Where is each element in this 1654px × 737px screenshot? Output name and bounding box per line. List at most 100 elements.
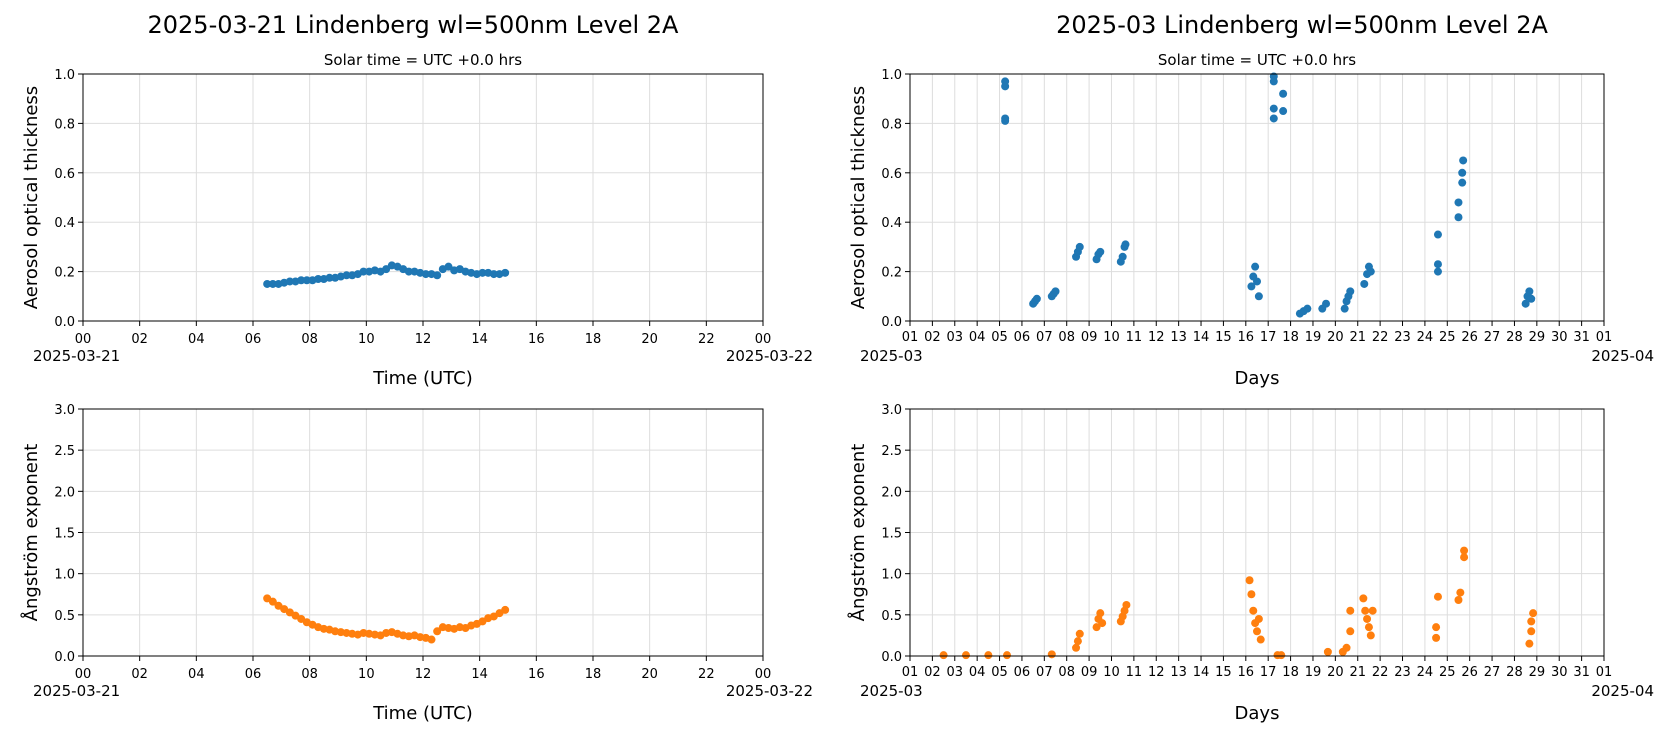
x-tick-label: 04 (969, 330, 986, 345)
x-tick-label: 10 (358, 667, 375, 682)
data-point (1122, 600, 1131, 609)
x-tick-label: 23 (1394, 330, 1411, 345)
x-tick-label: 18 (1282, 330, 1299, 345)
x-date-right: 2025-04 (1591, 682, 1654, 700)
plot-frame (82, 73, 764, 322)
y-axis-label: Aerosol optical thickness (21, 86, 42, 309)
y-tick-label: 0.0 (54, 315, 75, 330)
x-tick-label: 22 (698, 667, 715, 682)
data-point (1269, 104, 1278, 113)
x-tick-label: 08 (1058, 665, 1075, 680)
y-tick-label: 0.6 (881, 167, 902, 182)
data-point (1251, 262, 1260, 271)
x-tick-label: 16 (1238, 665, 1255, 680)
x-tick-label: 14 (1193, 330, 1210, 345)
x-date-left: 2025-03 (860, 347, 923, 365)
data-point (1460, 553, 1469, 562)
data-point (1279, 107, 1288, 116)
x-tick-label: 07 (1036, 330, 1053, 345)
y-tick-label: 0.8 (881, 117, 902, 132)
y-tick-label: 2.0 (54, 485, 75, 500)
x-tick-label: 08 (1058, 330, 1075, 345)
right-figure-title: 2025-03 Lindenberg wl=500nm Level 2A (1056, 11, 1548, 39)
data-point (1454, 198, 1463, 207)
x-tick-label: 03 (947, 330, 964, 345)
data-point (1366, 267, 1375, 276)
data-point (1525, 287, 1534, 296)
data-point (1245, 576, 1254, 585)
data-point (1269, 114, 1278, 123)
data-point (404, 267, 413, 276)
x-tick-label: 25 (1439, 665, 1456, 680)
data-point (1073, 637, 1082, 646)
x-tick-label: 14 (471, 667, 488, 682)
data-point (501, 605, 510, 614)
x-tick-label: 12 (415, 332, 432, 347)
x-tick-label: 00 (755, 667, 772, 682)
data-point (1096, 609, 1105, 618)
x-tick-label: 20 (641, 667, 658, 682)
data-point (1254, 614, 1263, 623)
data-point (1460, 546, 1469, 555)
data-point (1527, 617, 1536, 626)
x-tick-label: 18 (585, 667, 602, 682)
monthly_angstrom-panel: 01 02 03 04 05 06 07 08 09 10 11 12 13 14 15 16 17 18 19 20… (847, 403, 1654, 724)
x-tick-label: 21 (1349, 665, 1366, 680)
data-point (1346, 627, 1355, 636)
data-point (1121, 240, 1130, 249)
x-tick-label: 05 (991, 330, 1008, 345)
x-tick-label: 08 (301, 667, 318, 682)
y-tick-label: 0.0 (881, 650, 902, 665)
data-point (1529, 609, 1538, 618)
x-tick-label: 27 (1484, 330, 1501, 345)
x-axis-label: Days (1235, 703, 1280, 724)
data-point (1359, 594, 1368, 603)
x-tick-label: 02 (924, 330, 941, 345)
x-tick-label: 23 (1394, 665, 1411, 680)
y-tick-label: 3.0 (881, 403, 902, 418)
y-axis-label: Aerosol optical thickness (848, 86, 869, 309)
left-figure-title: 2025-03-21 Lindenberg wl=500nm Level 2A (148, 11, 680, 39)
x-tick-label: 18 (1282, 665, 1299, 680)
x-date-right: 2025-03-22 (726, 682, 813, 700)
x-tick-label: 15 (1215, 665, 1232, 680)
daily_angstrom-panel: 00 02 04 06 08 10 12 14 16 18 20 22 000.00.51.01.52.… (20, 403, 813, 724)
x-tick-label: 19 (1305, 330, 1322, 345)
x-tick-label: 16 (528, 667, 545, 682)
data-point (501, 268, 510, 277)
x-tick-label: 18 (585, 332, 602, 347)
x-tick-label: 26 (1461, 665, 1478, 680)
x-tick-label: 15 (1215, 330, 1232, 345)
data-point (444, 262, 453, 271)
x-tick-label: 09 (1081, 330, 1098, 345)
data-point (1247, 282, 1256, 291)
x-tick-label: 12 (1148, 665, 1165, 680)
x-tick-label: 09 (1081, 665, 1098, 680)
x-tick-label: 10 (358, 332, 375, 347)
x-tick-label: 01 (902, 330, 919, 345)
data-point (1364, 623, 1373, 632)
data-point (285, 277, 294, 286)
data-point (342, 271, 351, 280)
x-tick-label: 20 (1327, 665, 1344, 680)
y-axis-label: Ångström exponent (20, 444, 42, 622)
data-point (359, 267, 368, 276)
data-point (1096, 247, 1105, 256)
data-point (1254, 292, 1263, 301)
x-tick-label: 30 (1551, 665, 1568, 680)
x-tick-label: 11 (1126, 330, 1143, 345)
data-point (1459, 156, 1468, 165)
x-tick-label: 00 (75, 332, 92, 347)
x-tick-label: 07 (1036, 665, 1053, 680)
data-point (268, 279, 277, 288)
data-point (297, 276, 306, 285)
x-date-left: 2025-03 (860, 682, 923, 700)
data-point (1360, 279, 1369, 288)
data-point (1454, 596, 1463, 605)
data-point (433, 627, 442, 636)
data-point (1368, 606, 1377, 615)
data-point (478, 268, 487, 277)
data-point (1118, 252, 1127, 261)
x-tick-label: 04 (188, 332, 205, 347)
x-axis-label: Days (1235, 368, 1280, 389)
